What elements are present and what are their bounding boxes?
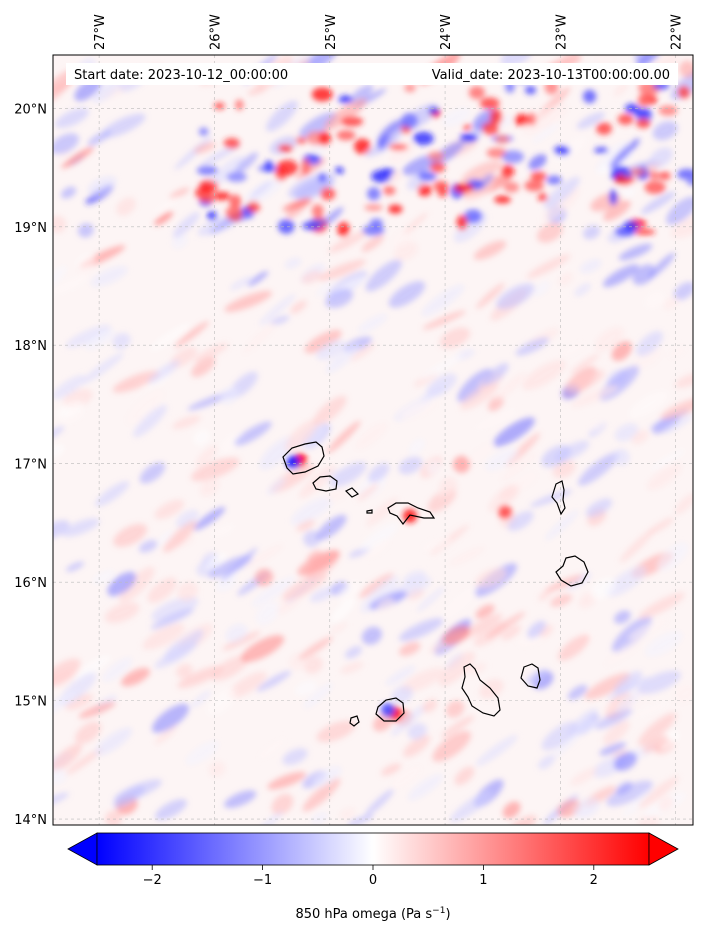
omega-blobs xyxy=(53,55,693,825)
colorbar-tick-label: −2 xyxy=(143,873,162,888)
longitude-tick-labels: 27°W 26°W 25°W 24°W 23°W 22°W xyxy=(93,14,685,50)
lat-tick-label: 15°N xyxy=(14,695,47,710)
lon-tick-label: 23°W xyxy=(554,14,569,50)
gridlines xyxy=(53,55,693,825)
map-frame xyxy=(52,54,694,826)
colorbar: −2 −1 0 1 2 850 hPa omega (Pa s−1) xyxy=(67,832,679,922)
lon-tick-label: 25°W xyxy=(324,14,339,50)
lon-tick-label: 26°W xyxy=(208,14,223,50)
colorbar-tick-label: −1 xyxy=(253,873,272,888)
omega-field xyxy=(53,55,693,825)
colorbar-label: 850 hPa omega (Pa s−1) xyxy=(295,906,450,922)
colorbar-ticks: −2 −1 0 1 2 xyxy=(143,865,598,888)
sao-nicolau-coastline xyxy=(387,502,436,525)
brava-coastline xyxy=(349,715,360,727)
raso-coastline xyxy=(366,509,373,514)
colorbar-extend-low xyxy=(67,832,98,866)
latitude-tick-labels: 20°N 19°N 18°N 17°N 16°N 15°N 14°N xyxy=(14,102,47,828)
lat-tick-label: 17°N xyxy=(14,458,47,473)
maio-coastline xyxy=(520,663,541,689)
lat-tick-label: 19°N xyxy=(14,221,47,236)
lon-tick-label: 22°W xyxy=(670,14,685,50)
map-panel xyxy=(52,54,694,826)
boa-vista-coastline xyxy=(555,555,589,587)
santa-luzia-coastline xyxy=(344,487,360,498)
lat-tick-label: 18°N xyxy=(14,339,47,354)
coastlines xyxy=(282,441,589,727)
header-band: Start date: 2023-10-12_00:00:00 Valid_da… xyxy=(66,63,678,85)
lat-tick-label: 14°N xyxy=(14,813,47,828)
colorbar-tick-label: 0 xyxy=(369,873,377,888)
start-date-label: Start date: 2023-10-12_00:00:00 xyxy=(74,68,288,83)
valid-date-label: Valid_date: 2023-10-13T00:00:00.00 xyxy=(432,68,670,83)
colorbar-tick-label: 1 xyxy=(479,873,487,888)
colorbar-body xyxy=(96,832,650,866)
santiago-coastline xyxy=(461,663,501,717)
sal-coastline xyxy=(551,480,566,516)
sao-vicente-coastline xyxy=(312,475,338,492)
lon-tick-label: 24°W xyxy=(439,14,454,50)
colorbar-extend-high xyxy=(648,832,679,866)
fogo-coastline xyxy=(375,697,405,722)
lat-tick-label: 20°N xyxy=(14,102,47,117)
lat-tick-label: 16°N xyxy=(14,576,47,591)
colorbar-tick-label: 2 xyxy=(590,873,598,888)
lon-tick-label: 27°W xyxy=(93,14,108,50)
santo-antao-coastline xyxy=(282,441,325,475)
